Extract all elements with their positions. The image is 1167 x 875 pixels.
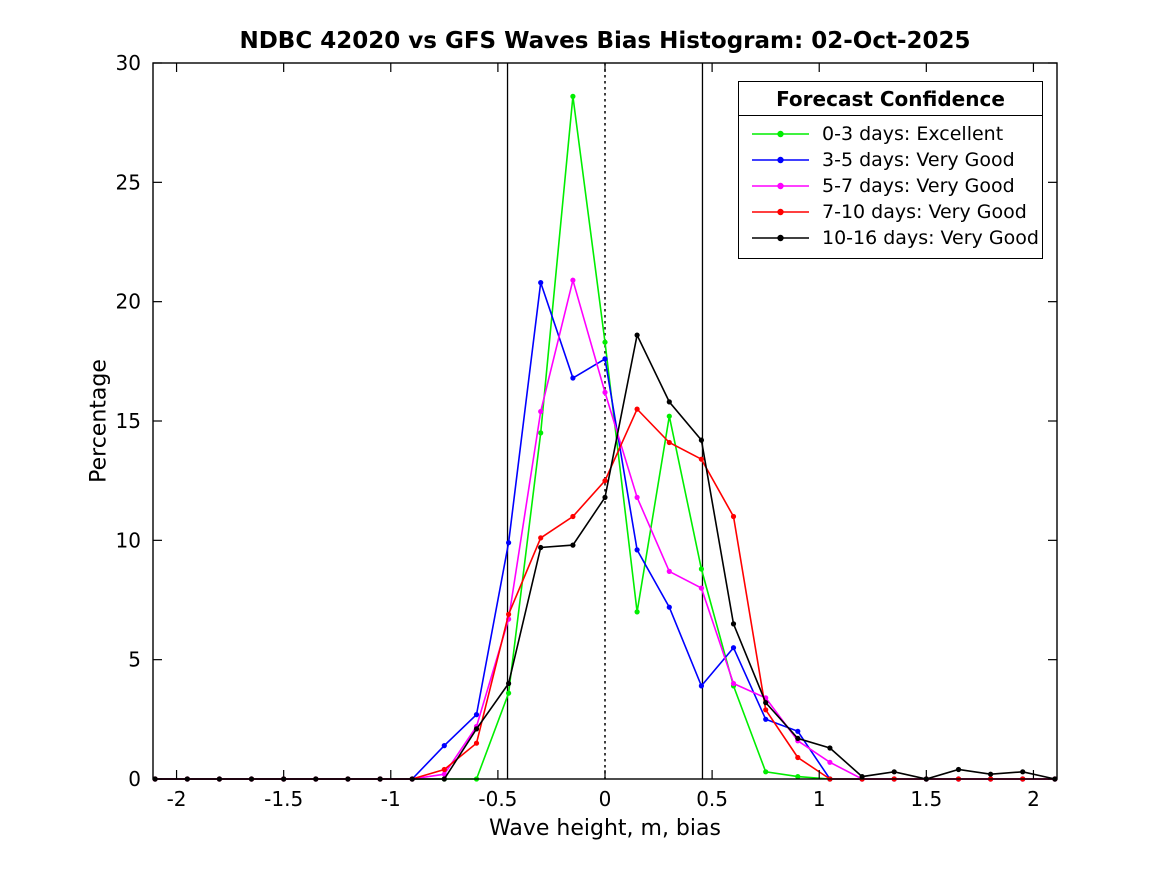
legend-title: Forecast Confidence <box>739 82 1042 116</box>
data-point <box>1020 769 1026 775</box>
data-point <box>473 740 480 746</box>
legend-line-sample <box>752 182 809 190</box>
y-tick-label: 10 <box>116 528 141 552</box>
data-point <box>730 621 737 627</box>
legend-label: 0-3 days: Excellent <box>822 123 1004 145</box>
data-point <box>666 568 672 575</box>
data-point <box>602 494 608 500</box>
x-tick-label: 0.5 <box>696 787 728 811</box>
legend-row: 0-3 days: Excellent <box>745 121 1036 147</box>
data-point <box>602 356 608 362</box>
data-point <box>570 93 576 99</box>
data-point <box>570 542 576 548</box>
legend-line-sample <box>752 130 809 138</box>
legend-line-sample <box>752 156 809 164</box>
data-point <box>570 375 576 381</box>
data-point <box>538 408 544 415</box>
x-tick-label: -1.5 <box>264 787 303 811</box>
data-point <box>506 680 512 687</box>
x-axis-label: Wave height, m, bias <box>489 816 721 841</box>
data-point <box>827 745 833 751</box>
data-point <box>698 683 705 689</box>
data-point <box>602 389 608 395</box>
data-point <box>538 430 544 436</box>
x-tick-label: 0 <box>599 787 612 811</box>
data-point <box>602 339 608 345</box>
data-point <box>891 769 897 775</box>
data-point <box>570 513 576 520</box>
series-line-2 <box>155 277 1055 780</box>
data-point <box>827 759 833 765</box>
data-point <box>698 456 705 462</box>
data-point <box>506 690 512 696</box>
data-point <box>763 716 769 722</box>
y-tick-label: 15 <box>116 409 141 433</box>
y-tick-label: 20 <box>116 290 141 314</box>
data-point <box>795 754 801 761</box>
data-point <box>634 332 640 338</box>
data-point <box>955 766 962 773</box>
data-point <box>763 707 769 713</box>
data-point <box>441 766 447 773</box>
x-tick-label: -1 <box>381 787 401 811</box>
legend-row: 3-5 days: Very Good <box>745 147 1036 173</box>
legend: Forecast Confidence 0-3 days: Excellent 3… <box>738 81 1043 259</box>
legend-row: 5-7 days: Very Good <box>745 173 1036 199</box>
data-point <box>763 700 769 706</box>
data-point <box>538 535 544 541</box>
data-point <box>795 728 801 734</box>
data-point <box>666 439 672 446</box>
data-point <box>634 609 640 615</box>
data-point <box>730 513 737 520</box>
legend-line-sample <box>752 234 809 242</box>
data-point <box>666 399 672 405</box>
data-point <box>730 680 737 687</box>
legend-row: 7-10 days: Very Good <box>745 199 1036 225</box>
data-point <box>730 645 737 651</box>
legend-line-sample <box>752 208 809 216</box>
x-tick-label: 2 <box>1027 787 1040 811</box>
x-tick-label: -2 <box>167 787 187 811</box>
y-tick-label: 25 <box>116 170 141 194</box>
x-tick-label: -0.5 <box>478 787 517 811</box>
x-tick-label: 1.5 <box>910 787 942 811</box>
legend-entries: 0-3 days: Excellent 3-5 days: Very Good 5-… <box>739 116 1042 258</box>
data-point <box>570 277 576 283</box>
data-point <box>763 769 769 775</box>
data-point <box>795 774 801 780</box>
data-point <box>859 774 865 780</box>
data-point <box>538 544 544 551</box>
y-tick-label: 0 <box>128 767 141 791</box>
data-point <box>988 771 994 777</box>
legend-label: 10-16 days: Very Good <box>822 227 1039 249</box>
data-point <box>634 547 640 553</box>
data-point <box>441 743 447 749</box>
data-point <box>634 494 640 500</box>
y-tick-label: 5 <box>128 648 141 672</box>
data-point <box>698 437 705 443</box>
legend-label: 3-5 days: Very Good <box>822 149 1015 171</box>
data-point <box>698 585 705 591</box>
data-point <box>473 726 480 732</box>
legend-label: 7-10 days: Very Good <box>822 201 1027 223</box>
data-point <box>666 413 672 419</box>
data-point <box>634 406 640 412</box>
y-tick-label: 30 <box>116 51 141 75</box>
x-tick-label: 1 <box>813 787 826 811</box>
data-point <box>506 540 512 546</box>
data-point <box>473 712 480 718</box>
data-point <box>602 478 608 484</box>
legend-label: 5-7 days: Very Good <box>822 175 1015 197</box>
data-point <box>666 604 672 610</box>
data-point <box>506 611 512 617</box>
chart-title: NDBC 42020 vs GFS Waves Bias Histogram: … <box>239 28 971 54</box>
data-point <box>795 735 801 742</box>
data-point <box>698 566 705 572</box>
data-point <box>538 280 544 286</box>
legend-row: 10-16 days: Very Good <box>745 225 1039 251</box>
